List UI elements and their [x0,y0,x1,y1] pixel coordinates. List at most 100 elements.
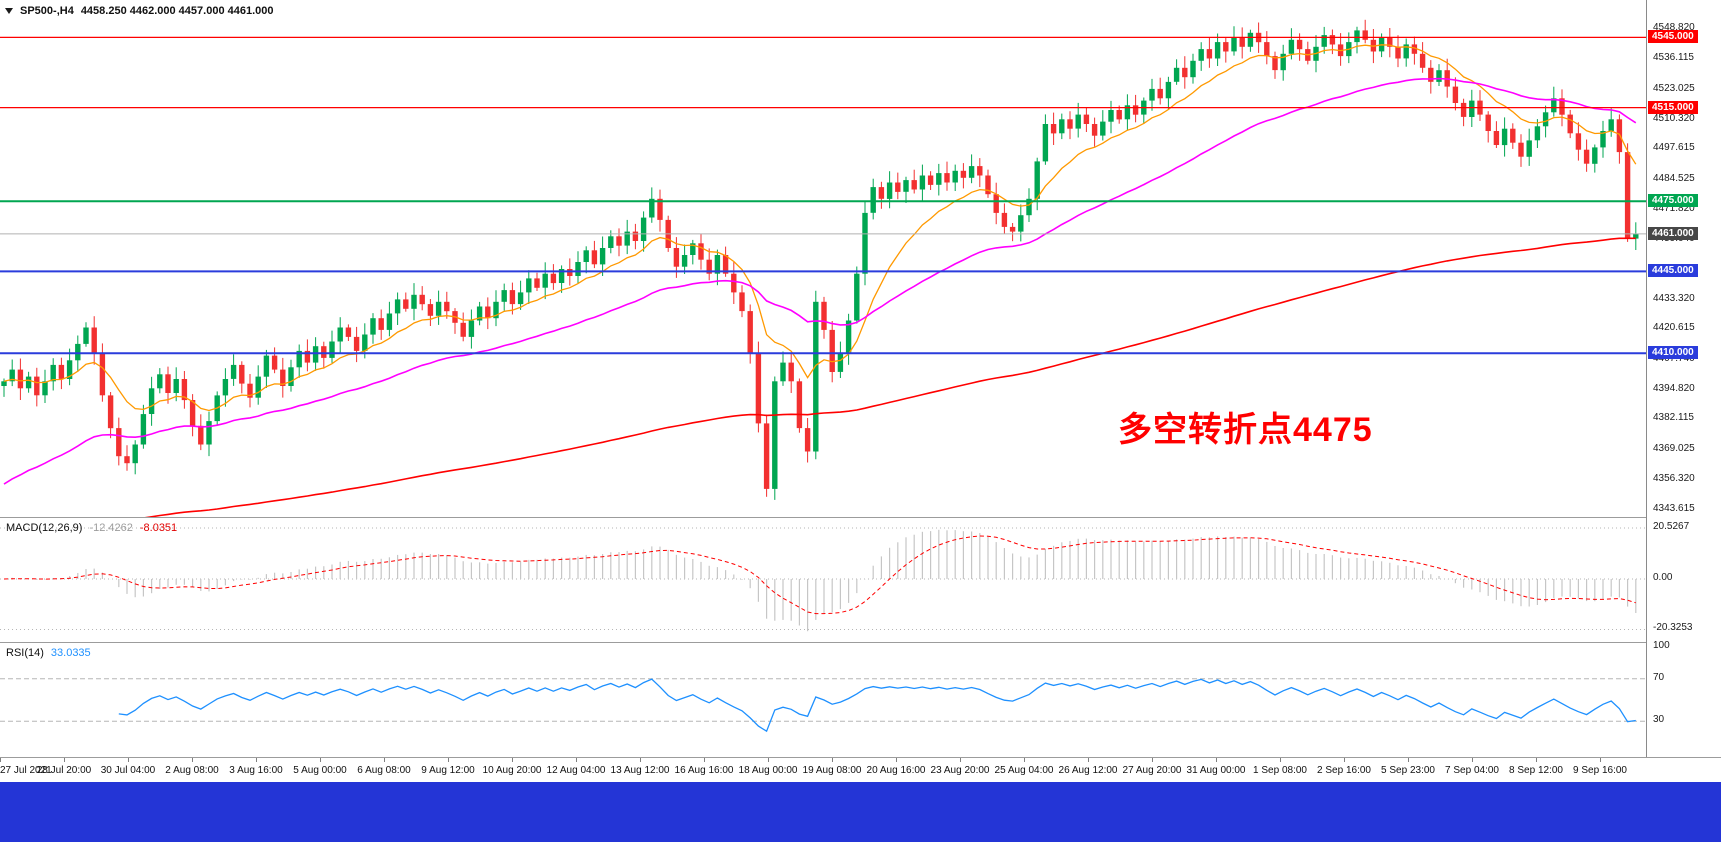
chart-ohlc-values: 4458.250 4462.000 4457.000 4461.000 [80,5,274,17]
macd-axis-label: 20.5267 [1653,521,1690,532]
macd-histogram [11,529,1637,632]
time-tick-mark [960,758,961,762]
price-tick-label: 4356.320 [1653,473,1695,484]
price-tick-label: 4369.025 [1653,443,1695,454]
rsi-line [118,678,1636,733]
time-tick-mark [320,758,321,762]
macd-signal-value: -8.0351 [139,522,178,534]
time-tick-label: 7 Sep 04:00 [1445,765,1499,776]
time-tick-label: 27 Aug 20:00 [1122,765,1182,776]
rsi-plot[interactable] [0,643,1646,757]
price-tick-label: 4433.320 [1653,293,1695,304]
chart-symbol-period: SP500-,H4 [20,5,74,17]
slow-ma-red [144,237,1636,517]
time-tick-label: 30 Jul 04:00 [100,765,156,776]
time-tick-mark [448,758,449,762]
chart-shift-marker-icon [5,8,13,14]
bid-price-badge: 4461.000 [1648,227,1698,240]
time-tick-label: 27 Jul 2021 [0,765,52,776]
price-tick-label: 4510.320 [1653,113,1695,124]
time-tick-label: 9 Aug 12:00 [421,765,475,776]
time-tick-mark [1536,758,1537,762]
macd-label: MACD(12,26,9) [6,522,83,534]
price-axis[interactable]: 4548.820 4536.115 4523.025 4510.320 4497.615… [1646,0,1721,757]
rsi-axis-label: 70 [1653,672,1665,683]
time-tick-label: 31 Aug 00:00 [1186,765,1246,776]
time-tick-label: 3 Aug 16:00 [229,765,283,776]
time-tick-mark [1472,758,1473,762]
fast-ma-orange [3,44,1637,412]
rsi-axis-label: 30 [1653,714,1665,725]
time-tick-label: 12 Aug 04:00 [546,765,606,776]
time-tick-mark [1152,758,1153,762]
price-tick-label: 4484.525 [1653,173,1695,184]
time-tick-mark [1280,758,1281,762]
price-tick-label: 4548.820 [1653,22,1695,33]
time-tick-label: 6 Aug 08:00 [357,765,411,776]
price-level-badge: 4515.000 [1648,101,1698,114]
price-tick-label: 4471.820 [1653,203,1695,214]
macd-axis-label: 0.00 [1653,572,1673,583]
time-tick-mark [1600,758,1601,762]
time-tick-mark [0,758,1,762]
time-tick-label: 23 Aug 20:00 [930,765,990,776]
price-level-badge: 4545.000 [1648,30,1698,43]
time-tick-mark [832,758,833,762]
time-tick-label: 28 Jul 20:00 [36,765,92,776]
time-tick-label: 1 Sep 08:00 [1253,765,1307,776]
price-tick-label: 4343.615 [1653,503,1695,514]
macd-panel[interactable]: MACD(12,26,9) -12.4262 -8.0351 [0,517,1721,642]
price-tick-label: 4536.115 [1653,52,1694,63]
time-tick-label: 26 Aug 12:00 [1058,765,1118,776]
time-tick-mark [64,758,65,762]
time-tick-label: 2 Sep 16:00 [1317,765,1371,776]
time-tick-mark [1216,758,1217,762]
price-level-badge: 4445.000 [1648,264,1698,277]
price-tick-label: 4523.025 [1653,83,1695,94]
time-tick-mark [192,758,193,762]
macd-signal-line [3,535,1636,615]
time-tick-mark [256,758,257,762]
price-level-badge: 4410.000 [1648,346,1698,359]
time-tick-mark [896,758,897,762]
price-tick-label: 4420.615 [1653,322,1695,333]
rsi-label: RSI(14) [6,647,44,659]
time-tick-mark [640,758,641,762]
rsi-value: 33.0335 [50,647,91,659]
candlestick-plot[interactable] [0,0,1646,517]
time-tick-label: 13 Aug 12:00 [610,765,670,776]
time-tick-label: 10 Aug 20:00 [482,765,542,776]
time-tick-label: 18 Aug 00:00 [738,765,798,776]
price-tick-label: 4497.615 [1653,142,1695,153]
macd-plot[interactable] [0,518,1646,642]
price-tick-label: 4394.820 [1653,383,1695,394]
time-tick-label: 9 Sep 16:00 [1573,765,1627,776]
chart-annotation: 多空转折点4475 [1118,411,1373,449]
time-tick-mark [1024,758,1025,762]
time-tick-label: 5 Aug 00:00 [293,765,347,776]
rsi-header: RSI(14) 33.0335 [6,647,91,659]
taskbar[interactable] [0,782,1721,842]
time-tick-label: 2 Aug 08:00 [165,765,219,776]
candles [1,19,1639,500]
time-tick-mark [128,758,129,762]
macd-main-value: -12.4262 [89,522,133,534]
macd-header: MACD(12,26,9) -12.4262 -8.0351 [6,522,177,534]
chart-title: SP500-,H4 4458.250 4462.000 4457.000 446… [5,5,274,17]
time-tick-label: 20 Aug 16:00 [866,765,926,776]
time-tick-label: 16 Aug 16:00 [674,765,734,776]
main-chart-panel[interactable]: SP500-,H4 4458.250 4462.000 4457.000 446… [0,0,1721,517]
price-level-badge: 4475.000 [1648,194,1698,207]
time-axis[interactable]: 27 Jul 2021 28 Jul 20:00 30 Jul 04:00 2 Aug… [0,757,1721,782]
rsi-panel[interactable]: RSI(14) 33.0335 [0,642,1721,757]
time-tick-mark [1344,758,1345,762]
time-tick-mark [768,758,769,762]
time-tick-mark [1408,758,1409,762]
time-tick-mark [1088,758,1089,762]
time-tick-mark [576,758,577,762]
time-tick-label: 8 Sep 12:00 [1509,765,1563,776]
time-tick-label: 19 Aug 08:00 [802,765,862,776]
macd-axis-label: -20.3253 [1653,622,1693,633]
time-tick-label: 5 Sep 23:00 [1381,765,1435,776]
